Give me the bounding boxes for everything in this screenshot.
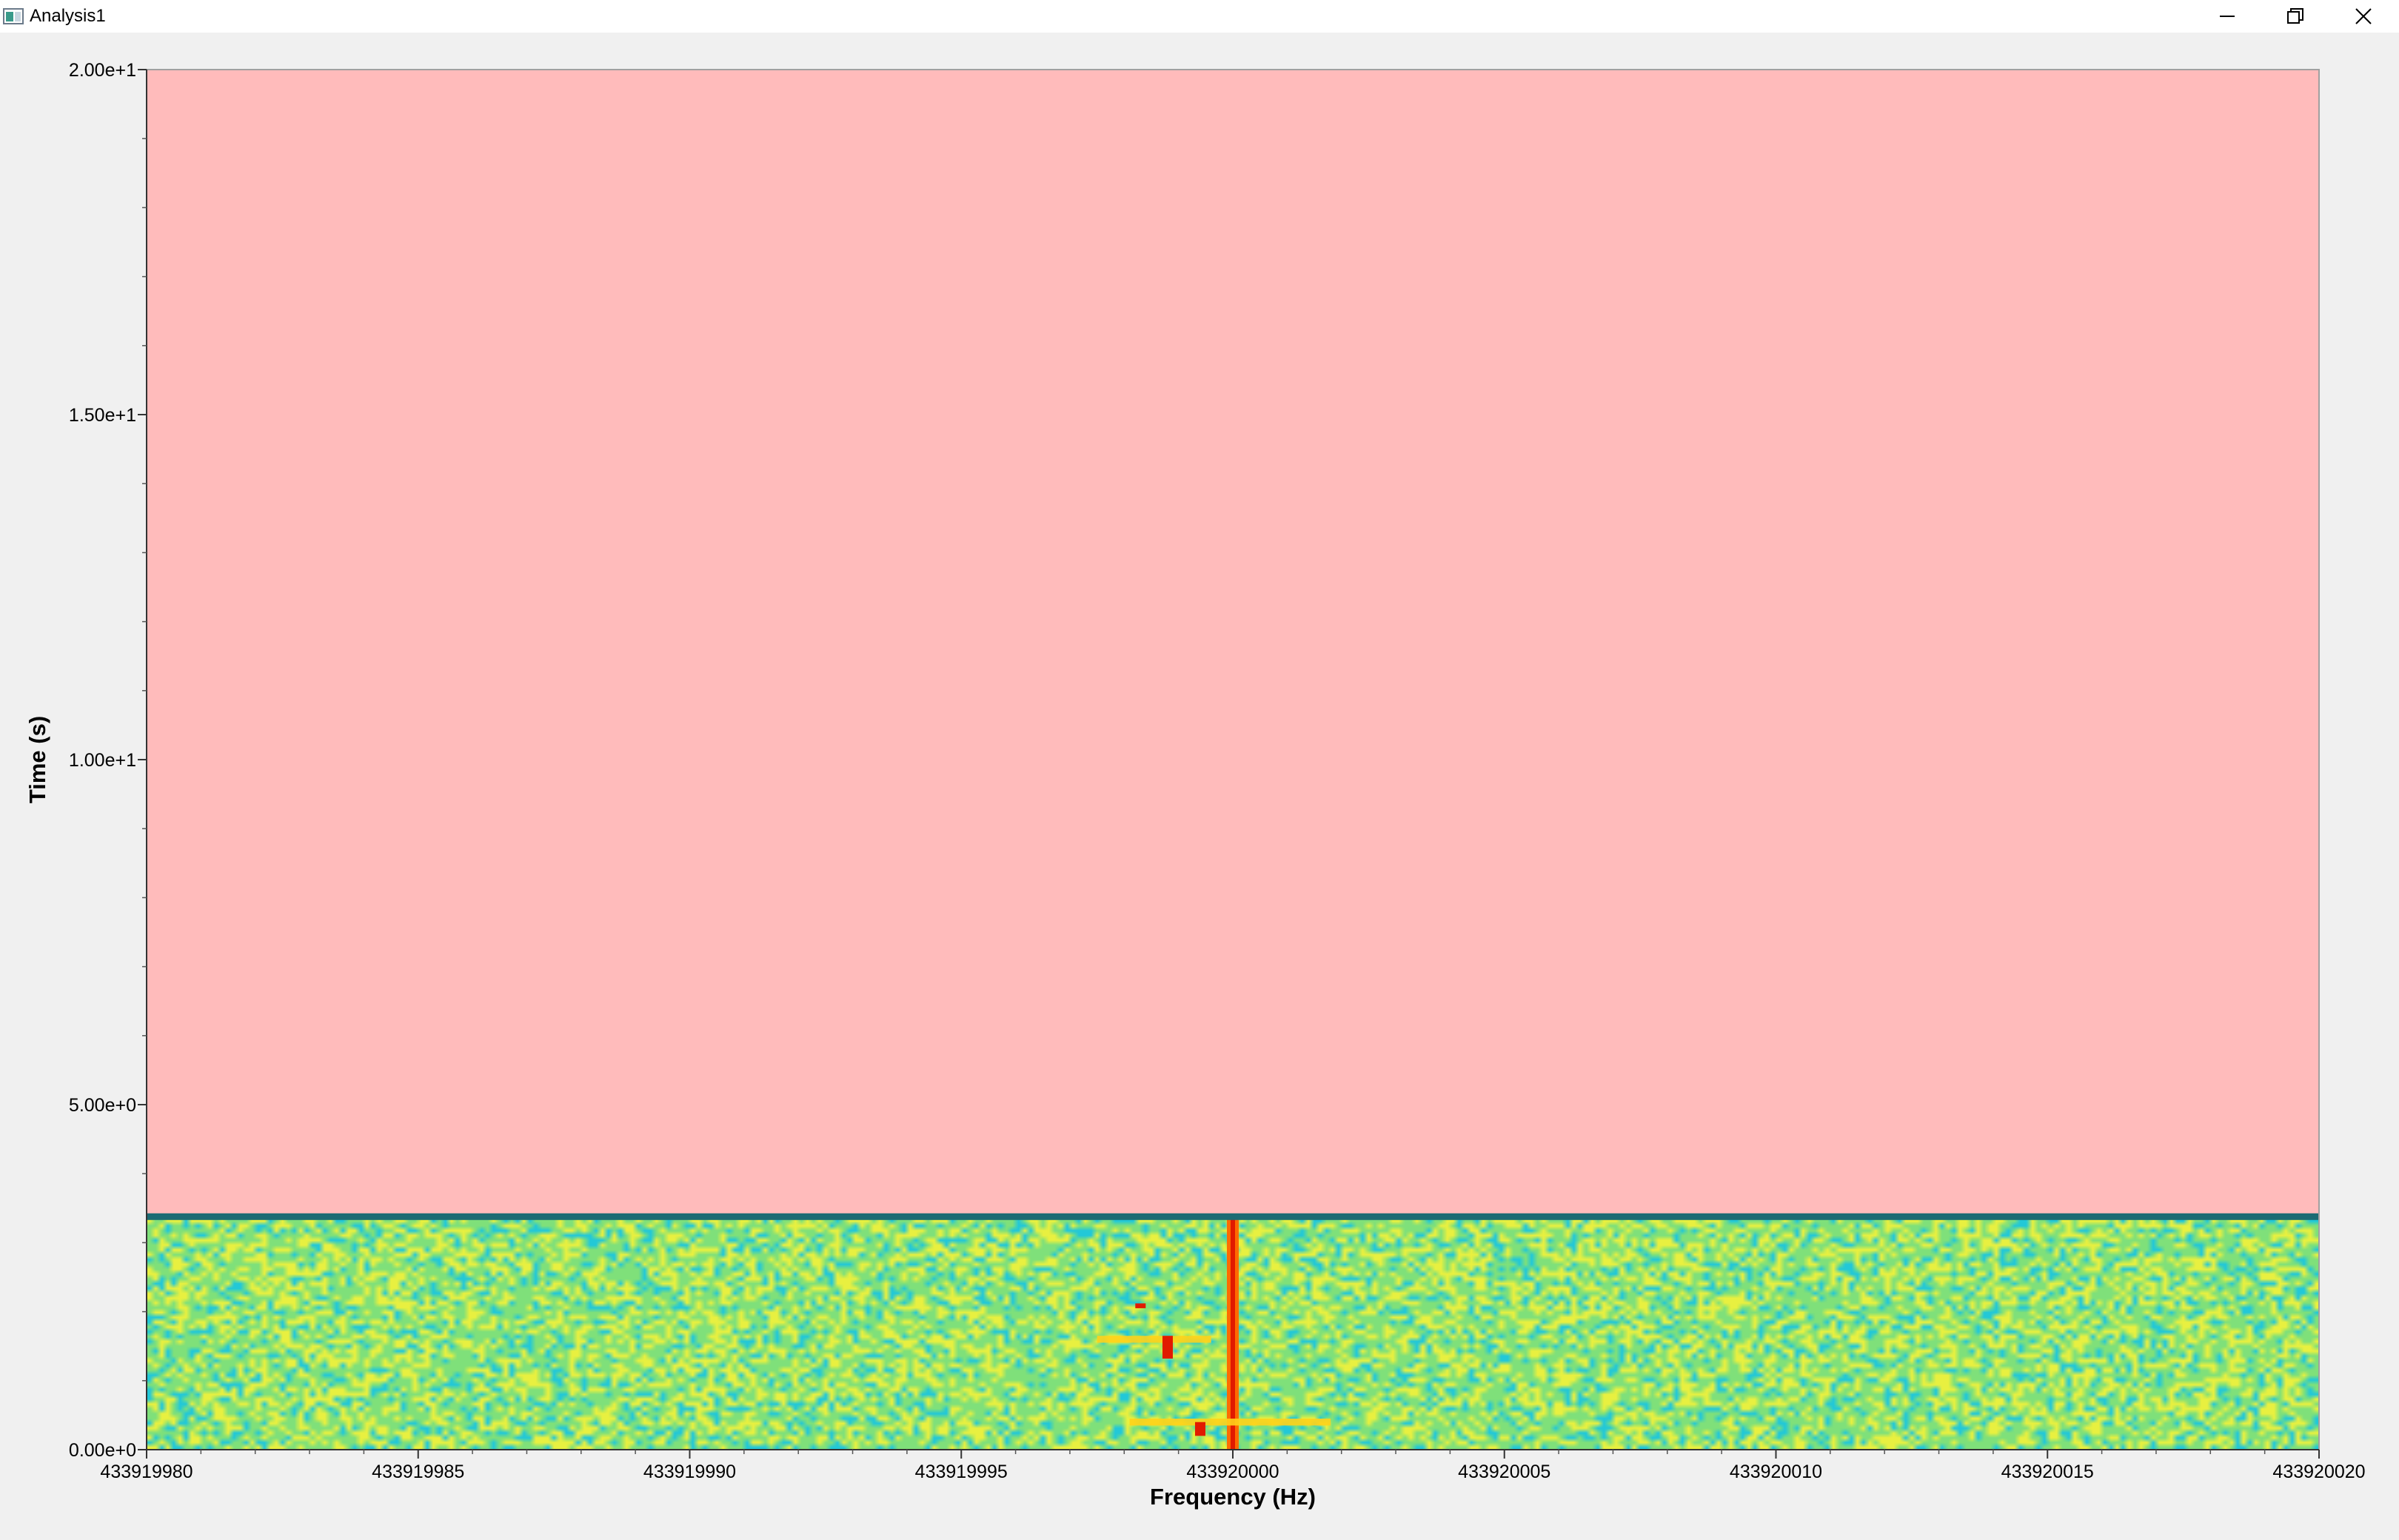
signal-features: [1097, 1218, 1331, 1450]
y-tick-label: 1.00e+1: [69, 750, 136, 771]
y-tick-label: 5.00e+0: [69, 1095, 136, 1116]
x-tick-label: 433920010: [1730, 1462, 1822, 1482]
x-tick-label: 433919990: [643, 1462, 736, 1482]
minimize-icon: [2220, 16, 2235, 17]
minimize-button[interactable]: [2193, 0, 2261, 33]
app-icon: [3, 8, 24, 24]
title-bar: Analysis1: [0, 0, 2399, 33]
data-boundary-line: [147, 1213, 2319, 1220]
y-tick-label: 1.50e+1: [69, 405, 136, 426]
y-tick-label: 0.00e+0: [69, 1440, 136, 1461]
restore-button[interactable]: [2261, 0, 2329, 33]
signal-spot: [1135, 1303, 1146, 1308]
signal-spot: [1162, 1336, 1173, 1359]
carrier-core: [1231, 1218, 1235, 1450]
spectrogram-plot[interactable]: 433919980 433919985 433919990 433919995 4339…: [0, 33, 2399, 1540]
close-button[interactable]: [2329, 0, 2398, 33]
empty-time-region: [147, 70, 2319, 1219]
x-tick-label: 433920005: [1458, 1462, 1550, 1482]
window-title: Analysis1: [30, 6, 106, 26]
x-tick-label: 433919995: [915, 1462, 1008, 1482]
x-tick-label: 433920015: [2001, 1462, 2094, 1482]
x-tick-label: 433919980: [100, 1462, 193, 1482]
restore-icon: [2287, 8, 2303, 24]
y-axis: 0.00e+0 5.00e+0 1.00e+1 1.50e+1 2.00e+1: [69, 60, 147, 1461]
x-axis-label: Frequency (Hz): [1150, 1484, 1316, 1510]
y-axis-label: Time (s): [24, 716, 50, 803]
close-icon: [2355, 8, 2372, 24]
x-tick-label: 433920000: [1186, 1462, 1279, 1482]
burst-band: [1097, 1336, 1211, 1343]
x-axis: 433919980 433919985 433919990 433919995 4339…: [100, 1449, 2366, 1482]
x-tick-label: 433919985: [372, 1462, 464, 1482]
y-tick-label: 2.00e+1: [69, 60, 136, 81]
burst-band: [1129, 1419, 1331, 1426]
x-tick-label: 433920020: [2272, 1462, 2365, 1482]
signal-spot: [1194, 1422, 1205, 1436]
